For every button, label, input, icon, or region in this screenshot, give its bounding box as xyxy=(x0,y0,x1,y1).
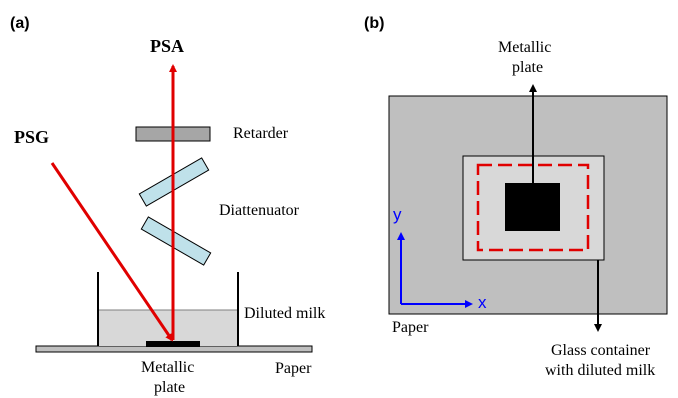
metallic-plate-label-b-line2: plate xyxy=(512,59,543,76)
diluted-milk-label: Diluted milk xyxy=(244,305,325,322)
metallic-plate-top xyxy=(505,183,560,231)
metallic-plate xyxy=(146,341,200,347)
panel-b-label: (b) xyxy=(364,15,384,32)
milk-region-outline xyxy=(476,163,590,252)
incident-beam xyxy=(50,162,174,342)
x-axis-label: x xyxy=(478,293,487,312)
metallic-plate-label-b-line1: Metallic xyxy=(498,39,551,56)
panel-a-label: (a) xyxy=(10,15,30,32)
psa-label: PSA xyxy=(150,36,184,56)
diattenuator-plate-lower xyxy=(140,216,212,266)
y-axis-label: y xyxy=(393,205,402,224)
diattenuator-label: Diattenuator xyxy=(219,202,300,219)
glass-container-label-line1: Glass container xyxy=(551,342,651,359)
paper-label-b: Paper xyxy=(392,319,429,336)
psg-label: PSG xyxy=(14,127,49,147)
paper-label-a: Paper xyxy=(275,360,312,377)
retarder-label: Retarder xyxy=(233,125,289,142)
metallic-plate-label-a-line2: plate xyxy=(154,379,185,396)
diluted-milk-fill xyxy=(98,310,238,346)
glass-container-label-line2: with diluted milk xyxy=(545,362,655,379)
metallic-plate-label-a-line1: Metallic xyxy=(141,359,194,376)
